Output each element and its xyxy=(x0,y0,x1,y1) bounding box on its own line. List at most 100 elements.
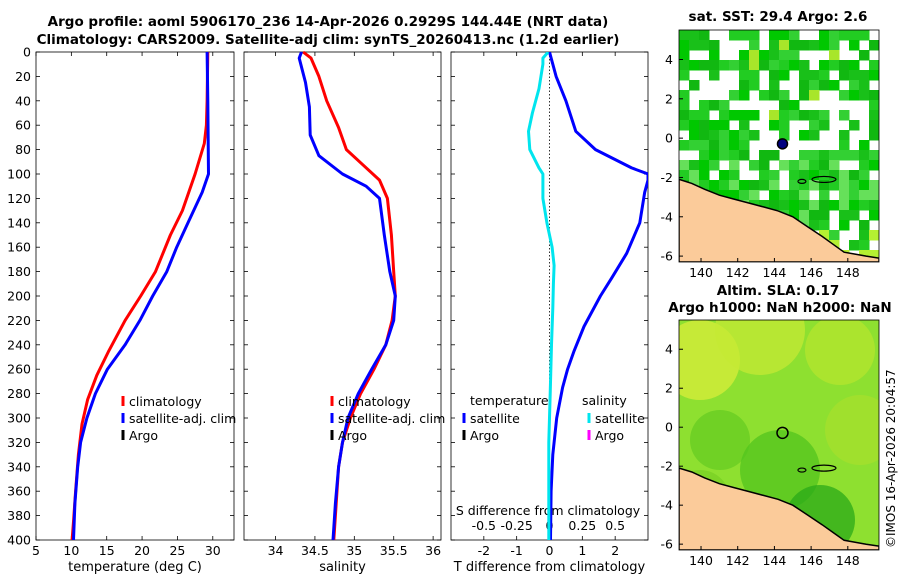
sst-cell xyxy=(679,30,690,41)
x-tick-label: 36 xyxy=(425,543,441,558)
sst-cell xyxy=(769,190,780,201)
sst-cell xyxy=(869,60,879,71)
sst-cell xyxy=(759,200,770,211)
sst-cell xyxy=(819,40,830,51)
sst-cell xyxy=(689,110,700,121)
map-y-tick-label: 4 xyxy=(665,342,673,357)
sst-cell xyxy=(679,170,690,181)
sst-cell xyxy=(859,150,870,161)
argo-position-marker xyxy=(776,138,789,150)
sla-blob xyxy=(825,395,879,465)
sst-cell xyxy=(869,40,879,51)
sst-cell xyxy=(749,40,760,51)
sst-map-title: sat. SST: 29.4 Argo: 2.6 xyxy=(688,9,868,25)
sst-cell xyxy=(769,180,780,191)
island xyxy=(797,178,807,184)
sst-cell xyxy=(729,170,740,181)
sst-cell xyxy=(849,40,860,51)
map-y-tick-label: 2 xyxy=(665,381,673,396)
sst-cell xyxy=(869,110,879,121)
sst-cell xyxy=(779,190,790,201)
s-tick-label: 0.25 xyxy=(568,518,596,533)
sst-cell xyxy=(679,40,690,51)
sst-cell xyxy=(809,150,820,161)
sst-cell xyxy=(729,150,740,161)
y-tick-label: 20 xyxy=(15,69,31,84)
s-tick-label: -0.5 xyxy=(472,518,496,533)
sst-cell xyxy=(739,60,750,71)
sst-cell xyxy=(859,200,870,211)
sst-cell xyxy=(769,50,780,61)
sst-cell xyxy=(839,170,850,181)
sst-cell xyxy=(739,120,750,131)
sst-cell xyxy=(699,170,710,181)
sst-cell xyxy=(739,90,750,101)
x-tick-label: 5 xyxy=(32,543,40,558)
sst-cell xyxy=(819,220,830,231)
sst-cell xyxy=(709,120,720,131)
sst-cell xyxy=(839,200,850,211)
axes-box xyxy=(35,51,235,541)
x-tick-label: -2 xyxy=(478,543,490,558)
sst-cell xyxy=(829,200,840,211)
x-tick-label: 0 xyxy=(546,543,554,558)
sst-cell xyxy=(699,130,710,141)
sst-cell xyxy=(789,190,800,201)
sst-cell xyxy=(699,150,710,161)
sst-cell xyxy=(859,50,870,61)
series-climatology xyxy=(302,50,397,541)
sst-cell xyxy=(799,90,810,101)
sst-cell xyxy=(839,130,850,141)
sst-cell xyxy=(819,160,830,171)
sst-cell xyxy=(679,100,690,111)
sst-cell xyxy=(849,90,860,101)
sst-cell xyxy=(839,90,850,101)
sst-cell xyxy=(699,120,710,131)
sst-cell xyxy=(809,90,820,101)
sst-cell xyxy=(829,40,840,51)
sst-cell xyxy=(719,130,730,141)
sst-cell xyxy=(779,110,790,121)
sst-cell xyxy=(729,90,740,101)
sst-cell xyxy=(779,160,790,171)
series-salinity-satellite xyxy=(527,52,556,540)
map-sla-panel: 140 142 144 146 148 4 2 0 -2 -4 -6 xyxy=(661,319,880,568)
x-axis-label: T difference from climatology xyxy=(453,560,646,575)
x-tick-label: 34.5 xyxy=(301,543,329,558)
sst-cell xyxy=(869,130,879,141)
sst-cell xyxy=(869,100,879,111)
sst-cell xyxy=(789,180,800,191)
sst-cell xyxy=(849,180,860,191)
x-tick-label: 1 xyxy=(578,543,586,558)
sst-cell xyxy=(829,230,840,241)
y-tick-label: 280 xyxy=(7,386,31,401)
sst-cell xyxy=(759,60,770,71)
series-climatology xyxy=(70,51,210,541)
sst-cell xyxy=(689,80,700,91)
legend-temperature-heading: temperature xyxy=(470,393,549,408)
land xyxy=(679,467,879,550)
sst-cell xyxy=(739,150,750,161)
map-y-tick-label: 0 xyxy=(665,131,673,146)
legend-t-argo-label: Argo xyxy=(470,428,499,443)
sst-cell xyxy=(859,170,870,181)
sst-cell xyxy=(699,110,710,121)
sst-cell xyxy=(719,110,730,121)
y-tick-label: 220 xyxy=(7,313,31,328)
sst-cell xyxy=(779,100,790,111)
sst-cell xyxy=(699,160,710,171)
figure-title-line2: Climatology: CARS2009. Satellite-adj cli… xyxy=(36,32,620,48)
sst-cell xyxy=(749,110,760,121)
sst-cell xyxy=(859,160,870,171)
sst-cell xyxy=(769,110,780,121)
x-tick-label: -1 xyxy=(510,543,522,558)
sst-cell xyxy=(869,150,879,161)
sst-cell xyxy=(789,100,800,111)
sst-cell xyxy=(779,200,790,211)
sst-cell xyxy=(729,140,740,151)
y-tick-label: 320 xyxy=(7,435,31,450)
sst-cell xyxy=(849,210,860,221)
sst-cell xyxy=(709,130,720,141)
axes-box xyxy=(243,51,442,541)
sst-cell xyxy=(729,110,740,121)
